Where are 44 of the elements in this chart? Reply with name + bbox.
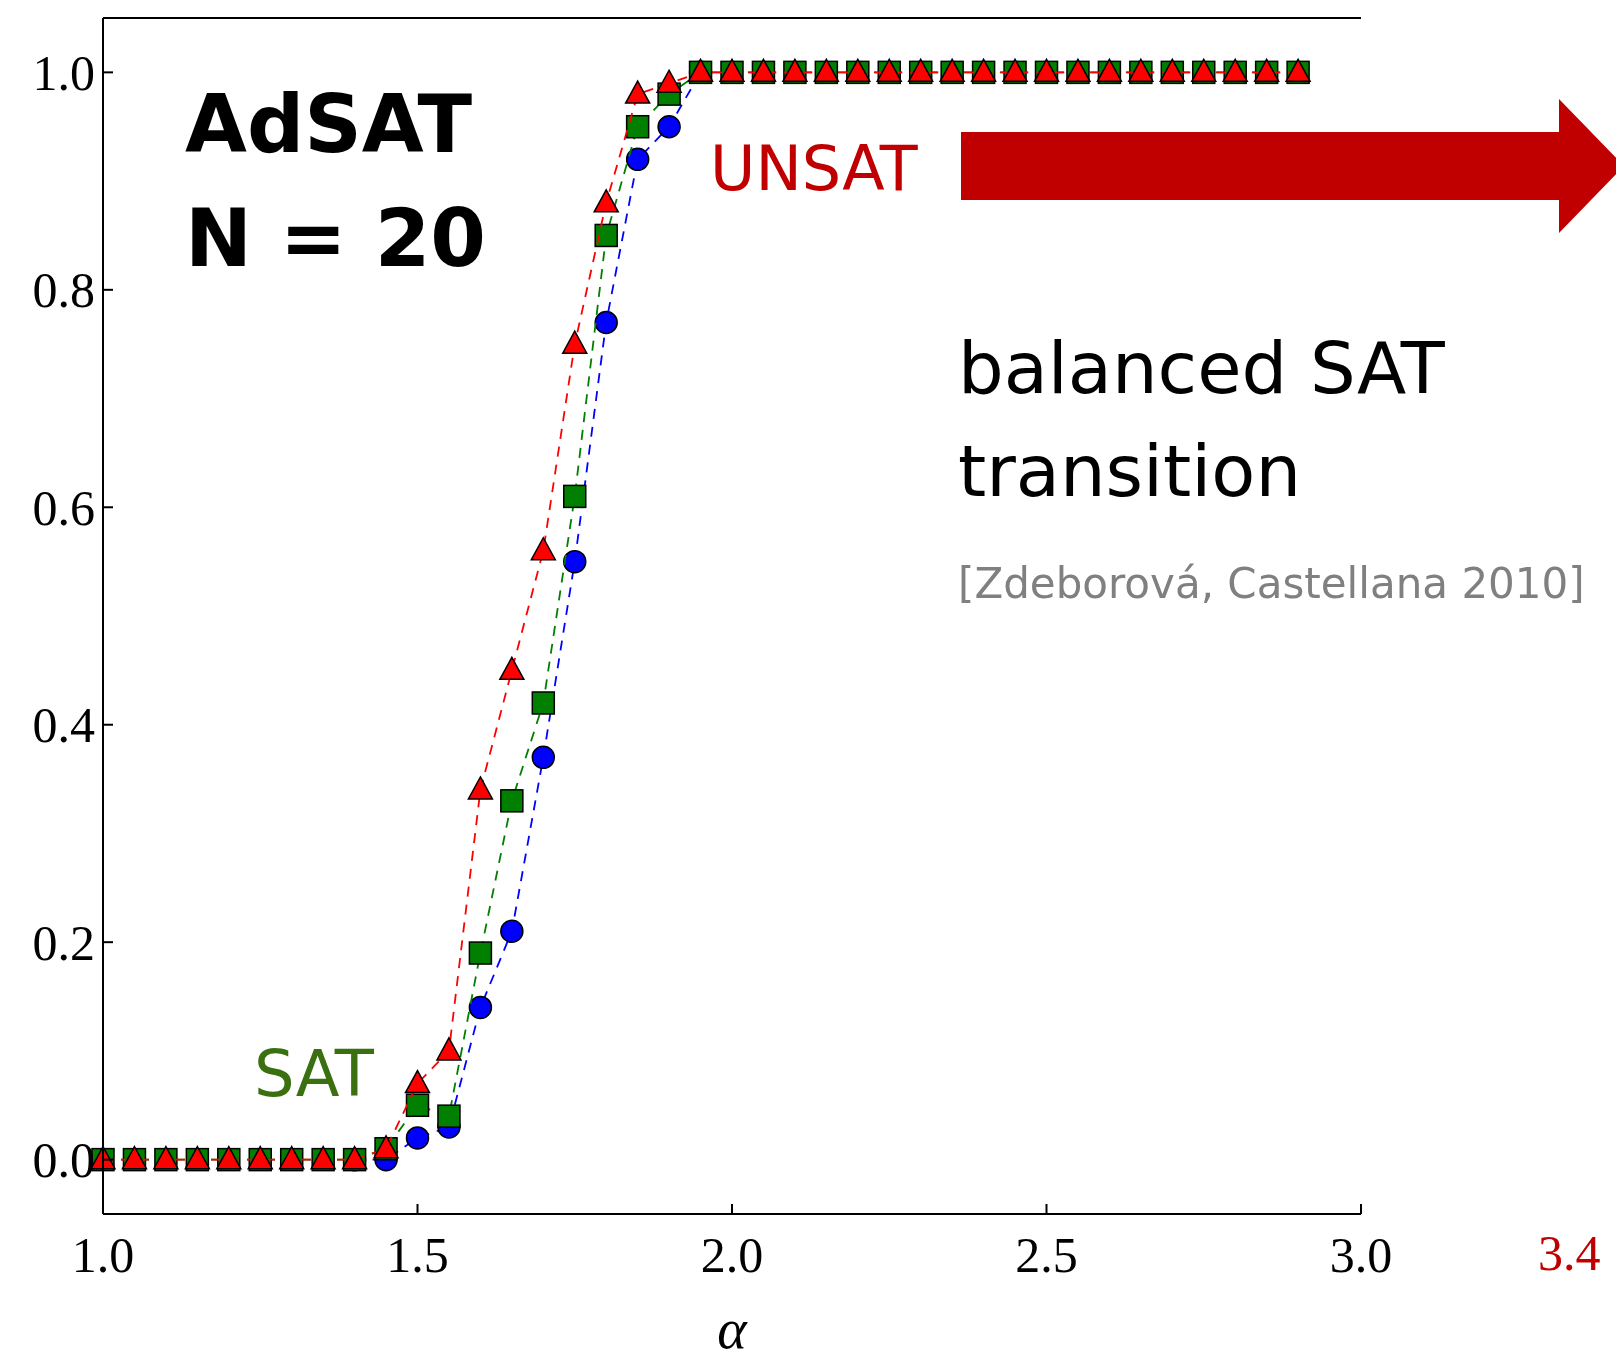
x-tick-label: 2.5 xyxy=(1015,1227,1078,1283)
point xyxy=(656,69,682,93)
annotation: N = 20 xyxy=(185,192,487,285)
point xyxy=(563,484,587,509)
point xyxy=(657,114,681,139)
x-tick-label: 2.0 xyxy=(700,1227,764,1283)
point xyxy=(562,330,588,354)
y-tick-label: 1.0 xyxy=(32,44,95,101)
y-tick-label: 0.2 xyxy=(32,914,95,971)
point xyxy=(405,1126,430,1150)
point xyxy=(500,919,524,944)
point xyxy=(530,537,557,561)
point xyxy=(625,147,650,172)
y-tick-label: 0.6 xyxy=(32,479,95,536)
point xyxy=(468,995,493,1020)
x-tick-label: 1.0 xyxy=(71,1227,135,1283)
x-axis-title: α xyxy=(717,1298,749,1353)
x-tick-label: 1.5 xyxy=(386,1227,449,1283)
annotation: UNSAT xyxy=(710,132,919,205)
point xyxy=(500,789,524,813)
annotation: SAT xyxy=(254,1037,375,1111)
point xyxy=(593,189,619,213)
x-tick-label: 3.0 xyxy=(1329,1227,1393,1283)
y-tick-label: 0.4 xyxy=(32,697,95,754)
point xyxy=(563,549,587,574)
point xyxy=(436,1037,462,1061)
point xyxy=(405,1093,430,1118)
annotation: balanced SAT transition xyxy=(958,326,1446,513)
point xyxy=(467,776,494,800)
y-tick-label: 0.0 xyxy=(32,1132,95,1189)
point xyxy=(404,1069,431,1094)
point xyxy=(468,941,493,965)
text: 3.4 xyxy=(1538,1225,1601,1281)
annotation: AdSAT xyxy=(185,78,473,171)
y-tick-label: 0.8 xyxy=(32,262,95,319)
point xyxy=(531,745,556,770)
annotation: [Zdeborová, Castellana 2010] xyxy=(958,559,1585,608)
point xyxy=(624,80,651,104)
point xyxy=(531,691,556,715)
point xyxy=(594,223,618,248)
point xyxy=(594,310,618,335)
point xyxy=(437,1104,461,1128)
point xyxy=(499,656,525,681)
point xyxy=(625,114,650,139)
